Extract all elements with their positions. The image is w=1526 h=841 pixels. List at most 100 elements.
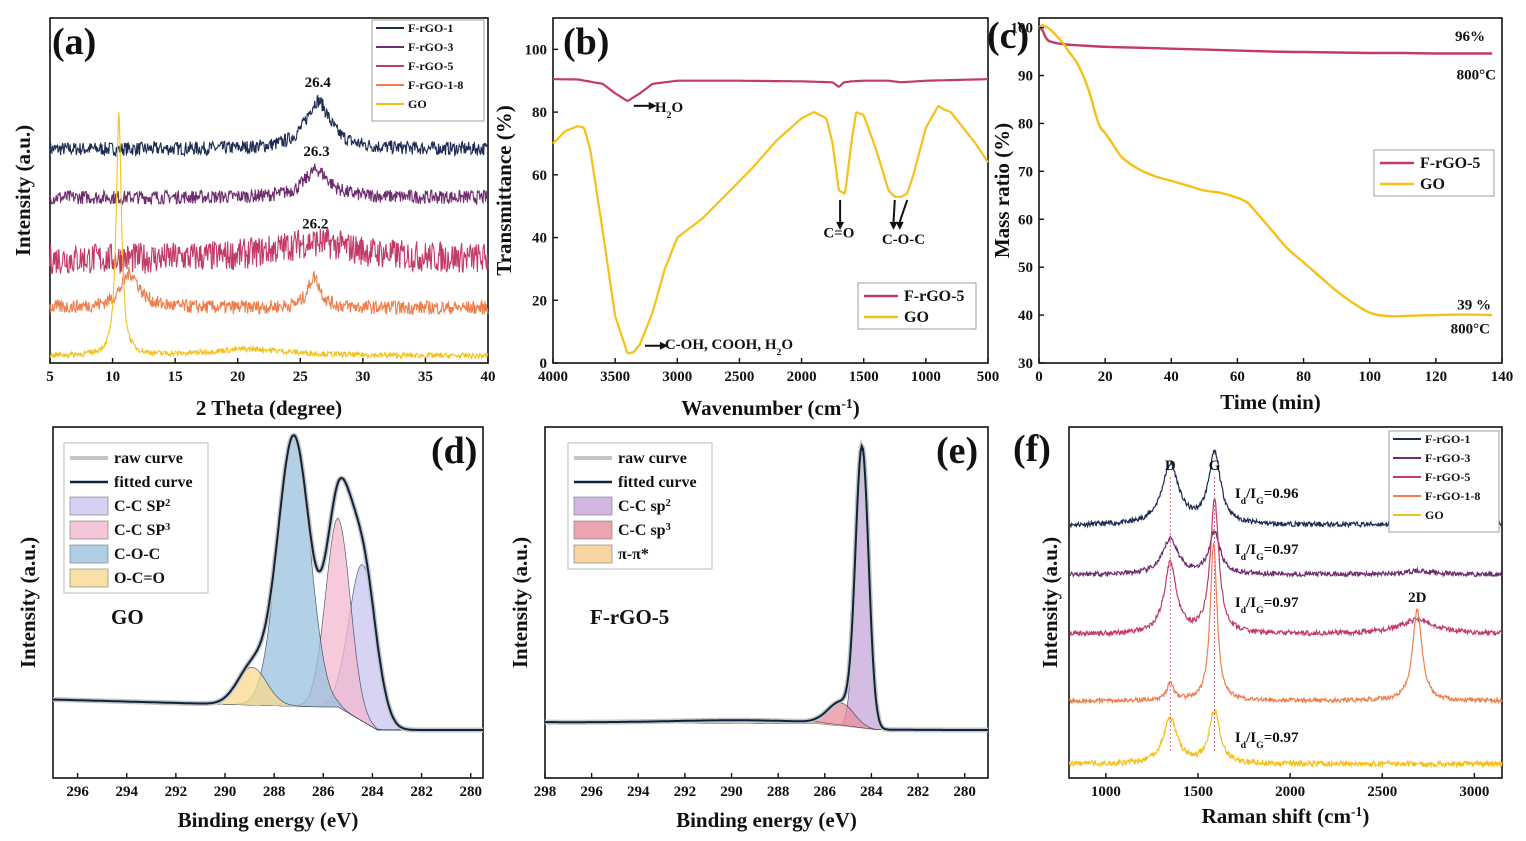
legend-label-part: O-C=O bbox=[114, 570, 165, 587]
ratio-label: Id/IG=0.96 bbox=[1235, 486, 1299, 507]
x-axis-label: Time (min) bbox=[1220, 390, 1321, 414]
annotation-label: 96% bbox=[1455, 29, 1485, 45]
x-tick-label: 10 bbox=[105, 369, 120, 385]
x-tick-label: 290 bbox=[720, 784, 743, 800]
panel-label-f: (f) bbox=[1013, 428, 1051, 470]
y-tick-label: 20 bbox=[532, 293, 547, 309]
x-tick-label: 5 bbox=[46, 369, 54, 385]
component-area bbox=[53, 436, 483, 730]
x-tick-label: 0 bbox=[1035, 369, 1043, 385]
legend-label: C-C SP3 bbox=[114, 522, 170, 540]
legend-label: F-rGO-5 bbox=[1420, 155, 1480, 172]
legend-label: GO bbox=[1425, 508, 1444, 522]
band-label: 2D bbox=[1408, 590, 1427, 606]
x-tick-label: 60 bbox=[1230, 369, 1245, 385]
ratio-label-part: G bbox=[1256, 552, 1264, 563]
x-tick-label: 298 bbox=[534, 784, 557, 800]
panel-f: D G2DId/IG=0.96Id/IG=0.97Id/IG=0.97Id/IG=… bbox=[1013, 426, 1503, 828]
x-tick-label: 292 bbox=[165, 784, 188, 800]
series-line-F-rGO-3 bbox=[1068, 529, 1503, 579]
legend-label: fitted curve bbox=[114, 474, 193, 491]
annotation-h2o: H2O bbox=[655, 100, 683, 121]
plot-frame-e bbox=[544, 426, 989, 779]
legend-label: F-rGO-1-8 bbox=[1425, 489, 1480, 503]
legend-label-part: fitted curve bbox=[114, 474, 193, 491]
ratio-label: Id/IG=0.97 bbox=[1235, 730, 1299, 751]
panel-label-b: (b) bbox=[563, 21, 609, 63]
legend-label: F-rGO-5 bbox=[904, 288, 964, 305]
x-tick-label: 290 bbox=[214, 784, 237, 800]
x-tick-label: 80 bbox=[1296, 369, 1311, 385]
legend-label-part: 2 bbox=[165, 498, 170, 509]
ratio-label-part: /I bbox=[1245, 595, 1256, 611]
fitted-curve bbox=[545, 443, 988, 731]
ratio-label-part: =0.97 bbox=[1264, 595, 1299, 611]
series-line-F-rGO-1-8 bbox=[1068, 542, 1503, 705]
plot-frame-d bbox=[52, 426, 484, 779]
x-tick-label: 282 bbox=[907, 784, 930, 800]
x-axis-label-part: -1 bbox=[1351, 804, 1363, 819]
legend-label-part: C-C sp bbox=[618, 522, 666, 539]
y-tick-label: 90 bbox=[1018, 69, 1033, 85]
series-line-GO bbox=[1068, 709, 1503, 769]
x-axis-label-part: Raman shift (cm bbox=[1202, 804, 1352, 828]
x-tick-label: 2000 bbox=[787, 369, 817, 385]
annotation-h2o-part: 2 bbox=[667, 110, 672, 121]
ratio-label-part: d bbox=[1241, 605, 1247, 616]
legend-label: C-C SP2 bbox=[114, 498, 170, 516]
x-tick-label: 288 bbox=[767, 784, 790, 800]
x-tick-label: 1000 bbox=[911, 369, 941, 385]
plot-frame-a bbox=[49, 17, 489, 364]
arrow-head bbox=[889, 221, 898, 230]
x-axis-label-part: ) bbox=[853, 396, 860, 420]
legend-label: F-rGO-5 bbox=[408, 59, 453, 73]
x-tick-label: 4000 bbox=[538, 369, 568, 385]
legend-label: F-rGO-1 bbox=[408, 21, 453, 35]
ratio-label-part: /I bbox=[1245, 486, 1256, 502]
ratio-label-part: d bbox=[1241, 495, 1247, 506]
ratio-label-part: /I bbox=[1245, 542, 1256, 558]
y-tick-label: 60 bbox=[1018, 212, 1033, 228]
x-tick-label: 284 bbox=[361, 784, 384, 800]
panel-label-a: (a) bbox=[52, 21, 96, 63]
legend-label-part: 2 bbox=[666, 498, 671, 509]
annotation-h2o-part: O bbox=[671, 100, 683, 116]
panel-label-c: (c) bbox=[987, 15, 1029, 57]
panel-a: 26.4 26.3 26.2 5 10 15 20 25 30 35 40 2 Theta (degr… bbox=[11, 17, 496, 420]
peak-label: 26.4 bbox=[305, 75, 332, 91]
ratio-label: Id/IG=0.97 bbox=[1235, 542, 1299, 563]
x-axis-label: 2 Theta (degree) bbox=[196, 396, 342, 420]
legend-label: F-rGO-3 bbox=[408, 40, 453, 54]
arrow-head bbox=[659, 341, 668, 350]
x-tick-label: 40 bbox=[1164, 369, 1179, 385]
annotation-label: 800°C bbox=[1451, 321, 1490, 337]
x-tick-label: 100 bbox=[1358, 369, 1381, 385]
x-tick-label: 1500 bbox=[1183, 784, 1213, 800]
x-axis-label: Wavenumber (cm-1) bbox=[681, 396, 859, 421]
ratio-label-part: d bbox=[1241, 740, 1247, 751]
series-line-GO bbox=[1038, 23, 1493, 318]
annotation-arrow bbox=[892, 199, 896, 222]
component-outline bbox=[545, 702, 988, 731]
x-tick-label: 500 bbox=[977, 369, 1000, 385]
y-axis-label: Intensity (a.u.) bbox=[11, 125, 35, 256]
y-tick-label: 80 bbox=[532, 105, 547, 121]
plot-frame-f bbox=[1068, 426, 1503, 779]
y-tick-label: 100 bbox=[525, 42, 548, 58]
x-axis-label-part: Wavenumber (cm bbox=[681, 396, 842, 420]
annotation-coh-part: 2 bbox=[777, 346, 782, 357]
legend-label-part: C-C SP bbox=[114, 522, 165, 539]
x-tick-label: 282 bbox=[410, 784, 433, 800]
ratio-label: Id/IG=0.97 bbox=[1235, 595, 1299, 616]
panel-d: 296 294 292 290 288 286 284 282 280 Binding energ… bbox=[16, 426, 484, 832]
x-tick-label: 294 bbox=[627, 784, 650, 800]
peak-label: 26.2 bbox=[302, 216, 328, 232]
legend-label-part: raw curve bbox=[114, 450, 183, 467]
x-tick-label: 40 bbox=[481, 369, 496, 385]
x-tick-label: 25 bbox=[293, 369, 308, 385]
x-axis-label: Binding energy (eV) bbox=[178, 808, 359, 832]
x-axis-label: Binding energy (eV) bbox=[676, 808, 857, 832]
x-tick-label: 120 bbox=[1425, 369, 1448, 385]
legend-label: raw curve bbox=[618, 450, 687, 467]
legend-swatch bbox=[69, 520, 109, 540]
